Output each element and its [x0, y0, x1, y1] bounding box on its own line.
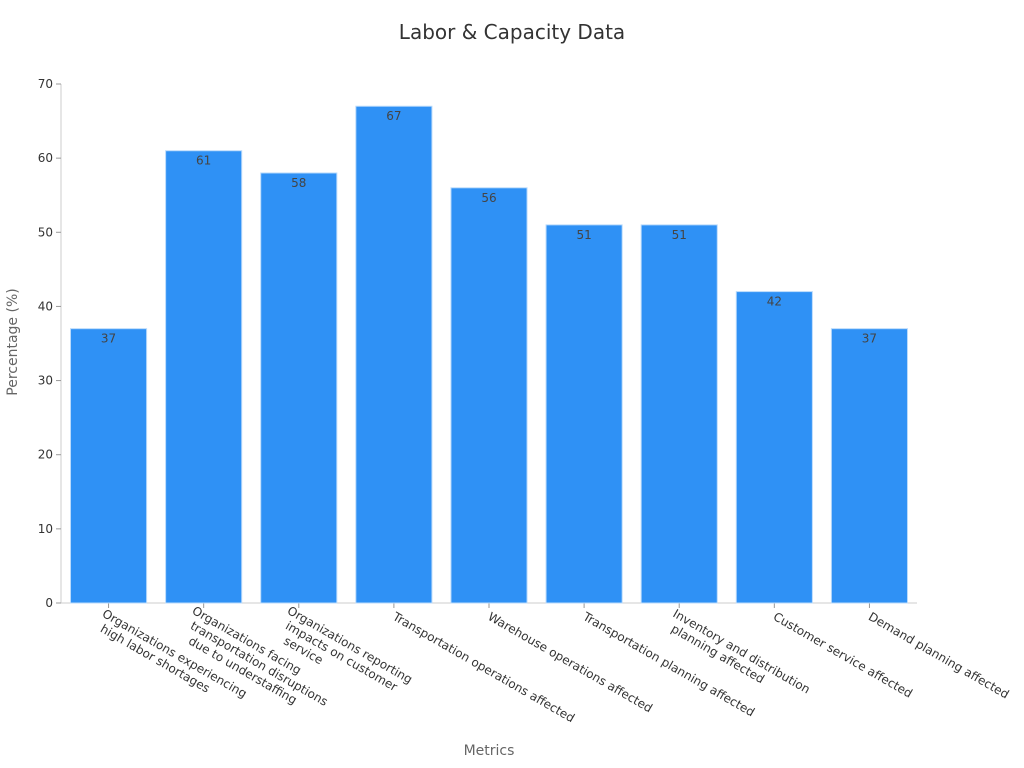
x-tick-label: Transportation operations affected [390, 609, 578, 725]
bar-value-label: 67 [386, 109, 401, 123]
bar[interactable] [545, 224, 623, 604]
bar[interactable] [355, 105, 433, 604]
y-tick-label: 10 [38, 522, 53, 536]
y-axis: 0 10 20 30 40 50 60 70 [38, 77, 62, 610]
bar-value-label: 42 [767, 295, 782, 309]
bar[interactable] [830, 328, 908, 604]
bar-value-label: 51 [576, 228, 591, 242]
y-tick-label: 30 [38, 374, 53, 388]
x-tick-label: Warehouse operations affected [486, 609, 655, 715]
y-tick-label: 40 [38, 299, 53, 313]
x-axis: Organizations experiencinghigh labor sho… [61, 602, 1011, 725]
y-tick-label: 60 [38, 151, 53, 165]
y-tick-label: 70 [38, 77, 53, 91]
y-axis-title: Percentage (%) [5, 288, 21, 395]
y-tick-label: 20 [38, 448, 53, 462]
bar[interactable] [70, 328, 148, 604]
bar[interactable] [735, 291, 813, 604]
bar[interactable] [165, 150, 243, 604]
bar[interactable] [450, 187, 528, 604]
bar-value-label: 61 [196, 154, 211, 168]
x-axis-title: Metrics [464, 743, 515, 759]
bar-value-label: 51 [672, 228, 687, 242]
y-tick-label: 50 [38, 225, 53, 239]
bar[interactable] [260, 172, 338, 604]
bars: 37 61 58 67 56 51 51 42 37 [70, 105, 908, 604]
bar-value-label: 56 [481, 191, 496, 205]
y-tick-label: 0 [45, 596, 53, 610]
chart-title: Labor & Capacity Data [398, 20, 626, 44]
bar[interactable] [640, 224, 718, 604]
bar-value-label: 37 [862, 332, 877, 346]
bar-value-label: 58 [291, 176, 306, 190]
bar-value-label: 37 [101, 332, 116, 346]
